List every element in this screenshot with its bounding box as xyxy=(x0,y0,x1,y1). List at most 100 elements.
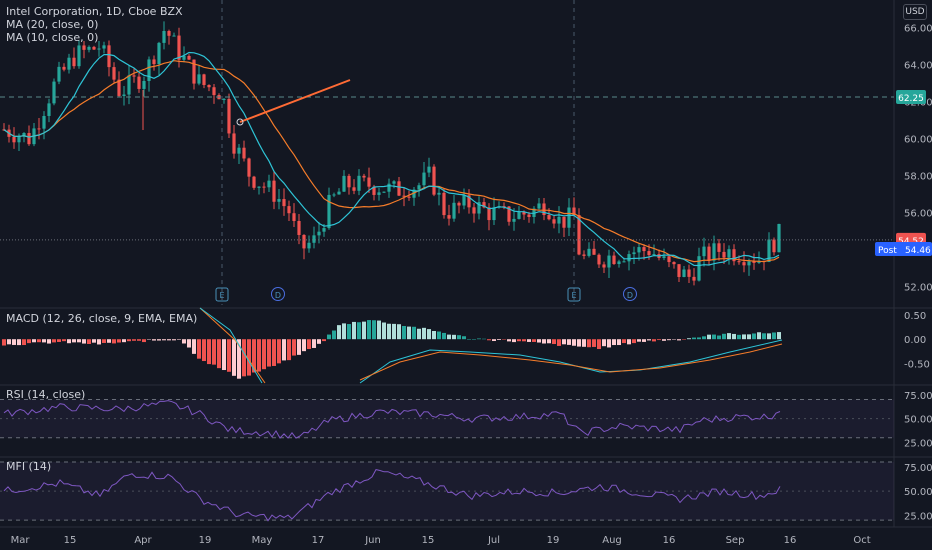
macd-histogram-bar xyxy=(202,339,206,362)
ma10-legend[interactable]: MA (10, close, 0) xyxy=(6,31,99,44)
macd-histogram-bar xyxy=(247,339,251,376)
dividend-marker xyxy=(271,287,285,301)
rsi-tick-label: 25.00 xyxy=(904,438,932,449)
candle-body xyxy=(492,207,496,221)
macd-histogram-bar xyxy=(7,339,11,345)
candle-body xyxy=(307,242,311,249)
macd-histogram-bar xyxy=(427,329,431,340)
macd-histogram-bar xyxy=(107,339,111,343)
macd-histogram-bar xyxy=(662,339,666,341)
mfi-pane: 75.00 50.00 25.00 xyxy=(0,461,932,522)
candle-body xyxy=(337,191,341,195)
macd-histogram-bar xyxy=(377,320,381,340)
candle-body xyxy=(127,75,131,95)
macd-histogram-bar xyxy=(292,339,296,356)
macd-histogram-bar xyxy=(477,338,481,340)
candle-body xyxy=(387,183,391,192)
candle-body xyxy=(507,206,511,222)
time-tick-label: Aug xyxy=(602,535,622,546)
macd-histogram-bar xyxy=(622,339,626,344)
macd-histogram-bar xyxy=(12,339,16,345)
currency-button[interactable]: USD xyxy=(903,4,927,20)
candle-body xyxy=(692,276,696,281)
candle-body xyxy=(87,46,91,50)
candle-body xyxy=(227,98,231,134)
macd-histogram-bar xyxy=(552,339,556,345)
time-tick-label: Sep xyxy=(726,535,745,546)
candle-body xyxy=(157,42,161,65)
candle-body xyxy=(742,262,746,266)
candle-body xyxy=(137,76,141,89)
macd-histogram-bar xyxy=(267,339,271,367)
rsi-tick-label: 75.00 xyxy=(904,391,932,402)
macd-histogram-bar xyxy=(557,339,561,346)
price-tick-label: 56.00 xyxy=(904,209,932,220)
candle-body xyxy=(12,136,16,143)
macd-histogram-bar xyxy=(752,333,756,340)
macd-histogram-bar xyxy=(77,339,81,343)
macd-histogram-bar xyxy=(287,339,291,361)
candle-body xyxy=(412,189,416,198)
macd-histogram-bar xyxy=(92,339,96,343)
time-tick-label: 17 xyxy=(312,535,325,546)
macd-histogram-bar xyxy=(192,339,196,354)
candle-body xyxy=(82,45,86,50)
macd-line xyxy=(359,339,783,384)
price-tick-label: 58.00 xyxy=(904,172,932,183)
candle-body xyxy=(247,158,251,177)
candle-body xyxy=(192,59,196,84)
candle-body xyxy=(407,196,411,198)
candle-body xyxy=(342,175,346,192)
candle-body xyxy=(67,57,71,70)
macd-legend[interactable]: MACD (12, 26, close, 9, EMA, EMA) xyxy=(6,312,198,325)
candle-body xyxy=(512,218,516,222)
macd-histogram-bar xyxy=(432,331,436,340)
ma20-legend[interactable]: MA (20, close, 0) xyxy=(6,18,99,31)
candle-body xyxy=(302,234,306,249)
macd-histogram-bar xyxy=(767,333,771,340)
macd-histogram-bar xyxy=(727,333,731,340)
macd-histogram-bar xyxy=(237,339,241,379)
candle-body xyxy=(402,195,406,197)
macd-line-early xyxy=(199,307,263,384)
rsi-legend[interactable]: RSI (14, close) xyxy=(6,388,86,401)
chart-grid xyxy=(0,0,932,528)
candle-body xyxy=(257,186,261,188)
macd-histogram-bar xyxy=(502,339,506,340)
candle-body xyxy=(622,261,626,263)
symbol-title[interactable]: Intel Corporation, 1D, Cboe BZX xyxy=(6,5,183,18)
time-tick-label: 15 xyxy=(64,535,77,546)
candle-body xyxy=(617,261,621,265)
trendline-drawing xyxy=(239,79,351,123)
time-tick-label: Jun xyxy=(364,535,381,546)
macd-histogram-bar xyxy=(627,339,631,345)
candle-body xyxy=(72,57,76,67)
mfi-tick-label: 50.00 xyxy=(904,487,932,498)
candle-body xyxy=(367,177,371,187)
candle-body xyxy=(712,243,716,261)
macd-histogram-bar xyxy=(642,339,646,342)
macd-histogram-bar xyxy=(112,339,116,344)
macd-histogram-bar xyxy=(577,339,581,347)
mfi-legend[interactable]: MFI (14) xyxy=(6,460,52,473)
candle-body xyxy=(142,80,146,89)
post-price-badge xyxy=(875,242,932,257)
candle-body xyxy=(287,206,291,214)
candle-body xyxy=(687,269,691,277)
candle-body xyxy=(162,31,166,43)
candle-body xyxy=(777,223,781,253)
candle-body xyxy=(272,180,276,202)
candle-body xyxy=(697,256,701,281)
candle-body xyxy=(357,175,361,191)
macd-histogram-bar xyxy=(297,339,301,355)
candle-body xyxy=(117,79,121,96)
earnings-marker xyxy=(567,287,581,302)
candle-body xyxy=(62,66,66,70)
macd-histogram-bar xyxy=(547,339,551,344)
macd-histogram-bar xyxy=(142,339,146,343)
macd-histogram-bar xyxy=(747,334,751,340)
macd-tick-label: 0.50 xyxy=(904,311,926,322)
macd-histogram-bar xyxy=(17,339,21,346)
candle-body xyxy=(417,185,421,190)
